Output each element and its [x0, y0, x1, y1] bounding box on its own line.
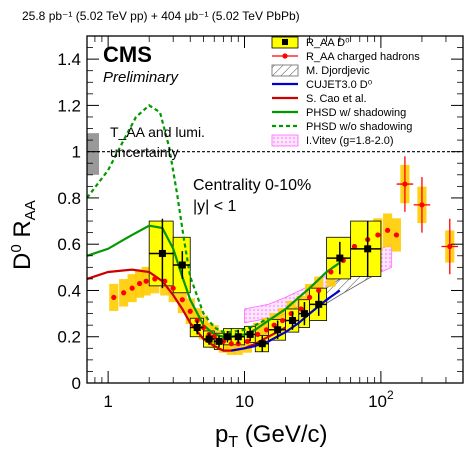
- charged-hadron-point: [393, 232, 400, 238]
- axes: 0 0.2 0.4 0.6 0.8 1 1.2 1.4 1 10 102: [57, 35, 464, 411]
- legend-vitev-swatch: [271, 134, 299, 147]
- d0-point: [246, 330, 254, 338]
- d0-point: [300, 310, 308, 318]
- charged-hadron-point: [187, 308, 193, 314]
- y-tick-label: 0: [72, 374, 81, 393]
- y-tick-label: 1: [72, 143, 81, 162]
- charged-hadron-point: [228, 341, 234, 347]
- legend-d0-marker: [282, 39, 288, 45]
- legend-vitev-label: I.Vitev (g=1.8-2.0): [306, 135, 394, 147]
- charged-hadron-point: [263, 327, 270, 333]
- phsd-shadowing-curve: [87, 224, 341, 338]
- charged-hadron-point: [170, 285, 176, 291]
- d0-point: [178, 261, 186, 269]
- d0-point: [223, 333, 231, 341]
- d0-point: [193, 323, 201, 331]
- d0-point: [205, 335, 213, 343]
- charged-hadron-point: [316, 287, 322, 294]
- centrality-label: Centrality 0-10%: [193, 177, 311, 194]
- d0-point: [364, 245, 372, 253]
- norm-uncertainty-label-line2: uncertainty: [110, 144, 178, 160]
- y-tick-label: 0.6: [57, 235, 81, 254]
- d0-point: [215, 337, 223, 345]
- charged-hadron-point: [111, 294, 117, 301]
- d0-point: [315, 300, 323, 308]
- legend-phsd-label: PHSD w/ shadowing: [306, 107, 406, 119]
- charged-hadron-point: [255, 331, 261, 338]
- legend-charged-label: R_AA charged hadrons: [306, 51, 420, 63]
- y-tick-label: 0.4: [57, 281, 81, 300]
- d0-point: [274, 326, 282, 334]
- charged-hadron-point: [306, 294, 313, 301]
- plot-area: [87, 104, 463, 355]
- x-tick-exponent: 2: [387, 388, 394, 402]
- experiment-label: CMS: [103, 42, 152, 67]
- x-axis-title: pT (GeV/c): [215, 421, 327, 451]
- legend-phsd-noshadow-label: PHSD w/o shadowing: [306, 121, 412, 133]
- y-tick-label: 0.2: [57, 328, 81, 347]
- y-tick-label: 0.8: [57, 189, 81, 208]
- charged-hadron-point: [143, 278, 149, 284]
- x-tick-label: 102: [368, 388, 394, 411]
- legend-djordjevic-label: M. Djordjevic: [306, 65, 370, 77]
- rapidity-label: |y| < 1: [193, 198, 237, 215]
- charged-hadron-point: [402, 181, 408, 187]
- charged-hadron-point: [136, 280, 143, 287]
- phsd-no-shadowing-curve: [87, 104, 270, 334]
- y-axis-title: D0 RAA: [8, 200, 39, 270]
- charged-hadron-point: [419, 202, 425, 208]
- charged-hadron-point: [385, 227, 391, 233]
- charged-hadron-point: [179, 297, 185, 303]
- d0-point: [258, 340, 266, 348]
- y-tick-label: 1.4: [57, 50, 81, 69]
- legend-charged-marker: [282, 53, 288, 59]
- charged-hadron-point: [121, 290, 127, 296]
- charged-hadron-point: [152, 276, 158, 282]
- x-tick-label: 10: [235, 392, 254, 411]
- y-tick-label: 1.2: [57, 96, 81, 115]
- x-tick-label: 1: [103, 392, 112, 411]
- legend: R_AA D⁰ R_AA charged hadrons M. Djordjevic…: [271, 36, 420, 147]
- norm-uncertainty-label: T_AA and lumi.: [110, 124, 205, 140]
- norm-uncertainty-box: [87, 133, 99, 175]
- legend-djordjevic-swatch: [271, 64, 299, 77]
- d0-point: [289, 317, 297, 325]
- charged-hadron-point: [129, 285, 135, 291]
- charged-hadron-point: [375, 232, 381, 238]
- d0-point: [158, 249, 166, 257]
- charged-hadron-point: [351, 243, 358, 250]
- charged-hadron-point: [328, 269, 334, 275]
- lumi-header: 25.8 pb⁻¹ (5.02 TeV pp) + 404 μb⁻¹ (5.02…: [22, 9, 300, 23]
- legend-cujet-label: CUJET3.0 D⁰: [306, 79, 373, 91]
- d0-point: [234, 333, 242, 341]
- charged-hadron-point: [244, 338, 250, 344]
- legend-d0-label: R_AA D⁰: [306, 37, 350, 49]
- status-label: Preliminary: [103, 69, 180, 86]
- charged-hadron-point: [447, 243, 453, 250]
- charged-hadron-point: [162, 278, 168, 284]
- legend-cao-label: S. Cao et al.: [306, 93, 367, 105]
- d0-point: [336, 254, 344, 262]
- charged-hadron-point: [279, 317, 286, 324]
